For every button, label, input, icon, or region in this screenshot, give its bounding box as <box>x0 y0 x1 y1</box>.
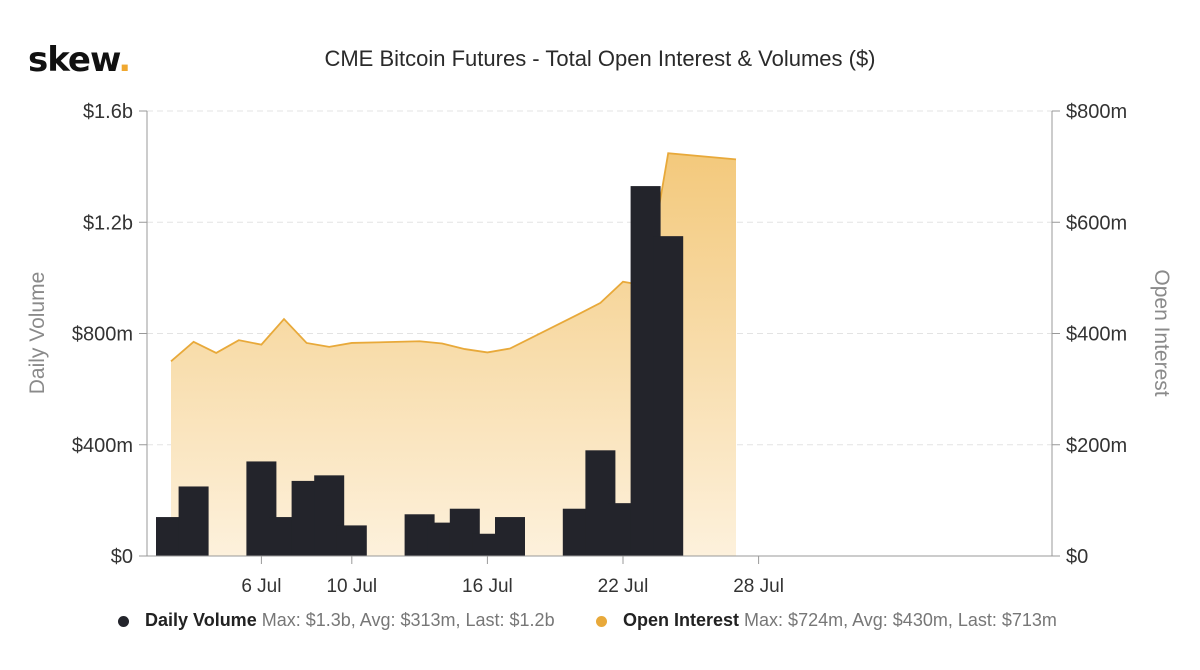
y2-tick-label: $0 <box>1066 546 1088 568</box>
volume-bar <box>653 236 684 556</box>
volume-bar <box>472 533 503 556</box>
y2-tick-label: $400m <box>1066 324 1127 346</box>
volume-bar <box>178 486 209 556</box>
y-axis-title: Daily Volume <box>26 272 49 395</box>
x-tick-label: 16 Jul <box>462 576 513 597</box>
legend-item-daily-volume[interactable]: Daily Volume Max: $1.3b, Avg: $313m, Las… <box>118 610 555 631</box>
legend-stats-daily-volume: Max: $1.3b, Avg: $313m, Last: $1.2b <box>261 610 555 630</box>
y2-tick-label: $200m <box>1066 435 1127 457</box>
open-interest-line <box>170 152 737 362</box>
y2-tick-label: $800m <box>1066 101 1127 123</box>
y-tick-label: $800m <box>72 324 133 346</box>
volume-bar <box>336 525 367 556</box>
y-tick-label: $1.2b <box>83 212 133 234</box>
volume-bar <box>495 517 525 556</box>
x-tick-label: 6 Jul <box>241 576 281 597</box>
x-tick-label: 10 Jul <box>326 576 377 597</box>
y-tick-label: $400m <box>72 435 133 457</box>
y-tick-label: $1.6b <box>83 101 133 123</box>
x-tick-label: 28 Jul <box>733 576 784 597</box>
legend-marker-open-interest <box>596 615 607 627</box>
legend-label-open-interest: Open Interest <box>623 610 740 630</box>
legend-item-open-interest[interactable]: Open Interest Max: $724m, Avg: $430m, La… <box>596 610 1057 631</box>
x-tick-label: 22 Jul <box>598 576 649 597</box>
chart-title: CME Bitcoin Futures - Total Open Interes… <box>324 46 876 71</box>
legend-label-daily-volume: Daily Volume <box>145 610 257 630</box>
y2-tick-label: $600m <box>1066 212 1127 234</box>
skew-logo: skew. <box>28 40 131 80</box>
y-tick-label: $0 <box>111 546 133 568</box>
legend-marker-daily-volume <box>118 615 129 627</box>
y2-axis-title: Open Interest <box>1150 269 1173 396</box>
legend-stats-open-interest: Max: $724m, Avg: $430m, Last: $713m <box>744 610 1057 630</box>
